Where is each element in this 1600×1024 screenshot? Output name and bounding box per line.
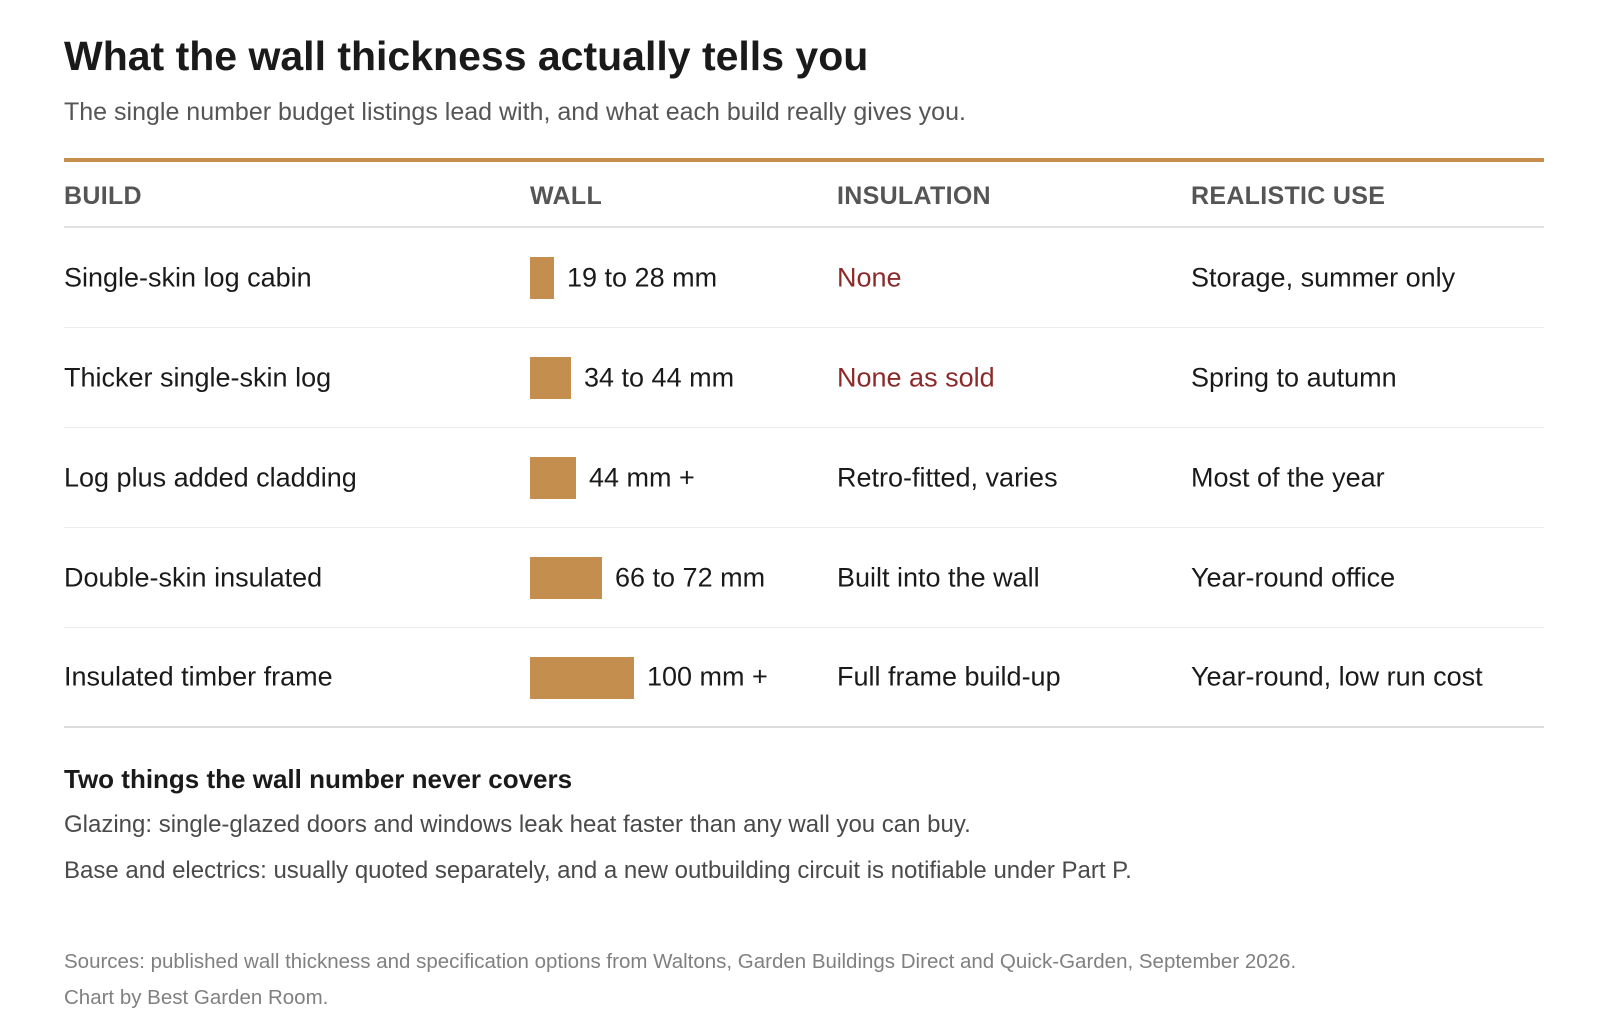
table-row: Single-skin log cabin 19 to 28 mm None Stor… (64, 228, 1544, 328)
credit-line: Chart by Best Garden Room. (64, 986, 329, 1009)
build-cell: Log plus added cladding (64, 462, 357, 492)
insulation-cell: Built into the wall (837, 562, 1040, 592)
column-header-realistic-use: REALISTIC USE (1191, 182, 1386, 210)
wall-thickness-bar (530, 457, 576, 499)
insulation-cell: Retro-fitted, varies (837, 462, 1058, 492)
column-header-build: BUILD (64, 182, 142, 210)
source-note: Sources: published wall thickness and sp… (64, 944, 1296, 1016)
wall-bar-svg (530, 557, 602, 599)
wall-thickness-label: 44 mm + (589, 462, 695, 492)
table-row: Log plus added cladding 44 mm + Retro-fitt… (64, 428, 1544, 528)
wall-thickness-bar (530, 257, 554, 299)
realistic-use-cell: Year-round office (1191, 562, 1396, 592)
insulation-cell: None (837, 262, 902, 292)
wall-thickness-bar (530, 657, 634, 699)
table-row: Thicker single-skin log 34 to 44 mm None a… (64, 328, 1544, 428)
accent-rule (64, 158, 1544, 162)
build-cell: Double-skin insulated (64, 562, 323, 592)
note-base-electrics: Base and electrics: usually quoted separ… (64, 857, 1132, 884)
table-header: BUILD WALL INSULATION REALISTIC USE (64, 162, 1544, 228)
chart-title: What the wall thickness actually tells y… (64, 33, 869, 79)
table-row: Insulated timber frame 100 mm + Full frame… (64, 628, 1544, 728)
insulation-cell: None as sold (837, 362, 995, 392)
insulation-cell: Full frame build-up (837, 661, 1061, 692)
wall-thickness-label: 34 to 44 mm (584, 362, 735, 392)
wall-thickness-label: 66 to 72 mm (615, 562, 766, 592)
wall-thickness-label: 100 mm + (647, 661, 768, 692)
realistic-use-cell: Most of the year (1191, 462, 1385, 492)
wall-bar-svg (530, 657, 634, 699)
build-cell: Insulated timber frame (64, 661, 333, 692)
wall-bar-svg (530, 457, 576, 499)
wall-thickness-bar (530, 557, 602, 599)
column-header-wall: WALL (530, 182, 603, 210)
wall-thickness-bar (530, 357, 571, 399)
realistic-use-cell: Storage, summer only (1191, 262, 1456, 292)
realistic-use-cell: Spring to autumn (1191, 362, 1397, 392)
note-glazing: Glazing: single-glazed doors and windows… (64, 811, 971, 838)
wall-bar-svg (530, 257, 554, 299)
chart-subtitle: The single number budget listings lead w… (64, 98, 966, 126)
build-cell: Single-skin log cabin (64, 262, 312, 292)
source-line: Sources: published wall thickness and sp… (64, 950, 1297, 973)
notes-section: Two things the wall number never covers … (64, 764, 1544, 885)
table-row: Double-skin insulated 66 to 72 mm Built in… (64, 528, 1544, 628)
realistic-use-cell: Year-round, low run cost (1191, 661, 1483, 692)
build-cell: Thicker single-skin log (64, 362, 332, 392)
column-header-insulation: INSULATION (837, 182, 991, 210)
wall-thickness-label: 19 to 28 mm (567, 262, 718, 292)
wall-bar-svg (530, 357, 571, 399)
table-body: Single-skin log cabin 19 to 28 mm None Stor… (64, 228, 1544, 728)
notes-title: Two things the wall number never covers (64, 764, 573, 794)
